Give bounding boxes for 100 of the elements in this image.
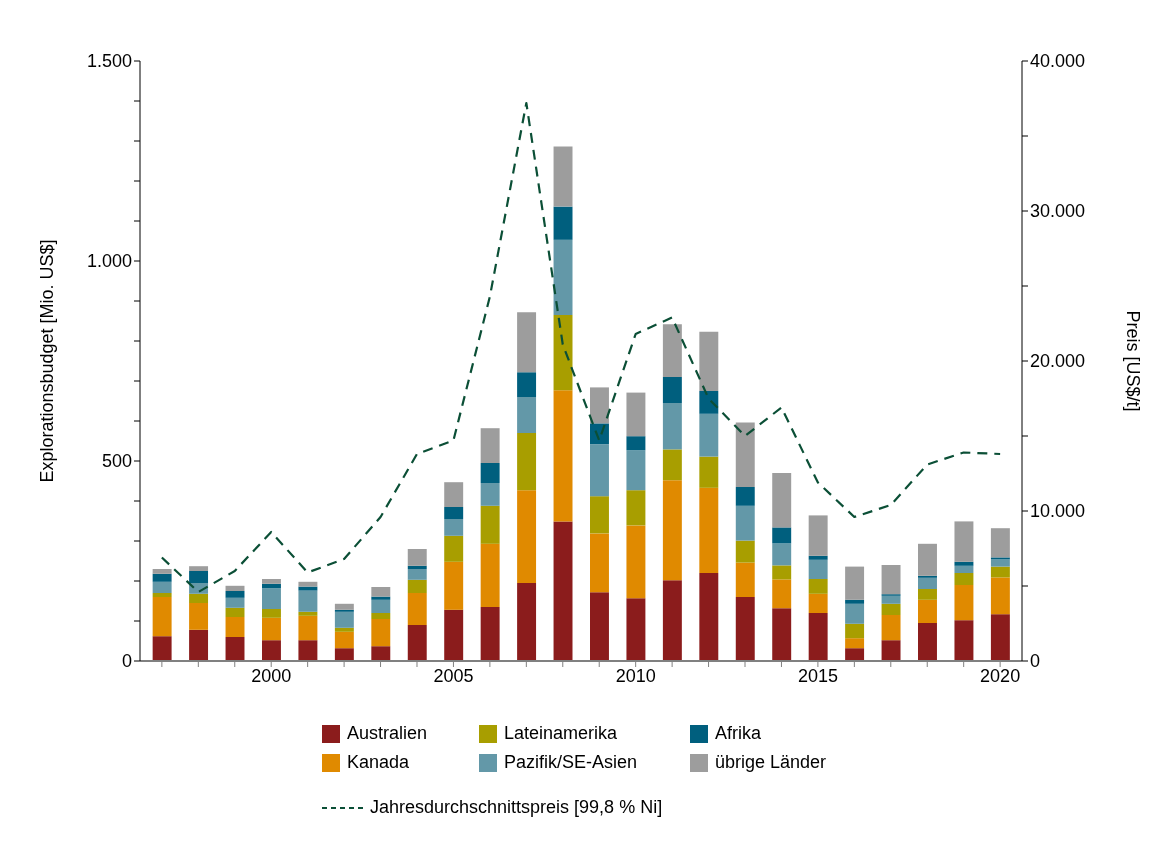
bar xyxy=(626,436,646,451)
bar xyxy=(590,387,609,424)
bar xyxy=(918,577,937,589)
bar xyxy=(881,565,901,595)
bar xyxy=(954,620,974,661)
bar xyxy=(626,598,646,661)
y2-tick-label: 30.000 xyxy=(1030,201,1086,222)
y-tick-label: 500 xyxy=(101,451,132,472)
y2-tick-label: 10.000 xyxy=(1030,501,1086,522)
bar xyxy=(626,490,646,526)
bar xyxy=(517,372,537,397)
bar xyxy=(480,483,500,506)
bar xyxy=(808,559,828,579)
bar xyxy=(881,603,901,615)
bar xyxy=(845,623,865,639)
bar xyxy=(845,648,865,661)
bar xyxy=(662,403,682,450)
bar xyxy=(261,579,281,584)
bar xyxy=(626,450,646,491)
bar xyxy=(772,473,792,528)
bar xyxy=(553,315,573,391)
bar xyxy=(954,573,974,585)
bar xyxy=(225,617,245,637)
bar xyxy=(517,583,537,661)
bar xyxy=(517,490,537,583)
bar xyxy=(261,588,281,609)
bar xyxy=(225,607,245,617)
bar xyxy=(845,603,865,624)
bar xyxy=(444,507,464,519)
bar xyxy=(808,555,828,560)
bar xyxy=(772,565,792,580)
bar xyxy=(298,590,318,612)
bar xyxy=(334,627,354,632)
bar xyxy=(444,535,464,562)
bar xyxy=(152,569,172,574)
bar xyxy=(990,557,1010,560)
bar xyxy=(772,543,792,566)
bar xyxy=(735,562,755,597)
y-axis-title: Explorationsbudget [Mio. US$] xyxy=(37,239,57,483)
bar xyxy=(735,422,755,487)
y-tick-label: 0 xyxy=(121,651,132,672)
legend-label: Pazifik/SE-Asien xyxy=(504,752,638,773)
bar xyxy=(845,599,865,604)
bar xyxy=(298,581,318,587)
bar xyxy=(626,525,646,599)
bar xyxy=(662,580,682,661)
bar xyxy=(517,312,537,373)
bar xyxy=(334,603,354,610)
bar xyxy=(553,521,573,661)
bar xyxy=(334,611,354,628)
bar xyxy=(298,615,318,641)
y-tick-label: 1.500 xyxy=(86,51,132,72)
legend-label: übrige Länder xyxy=(715,752,827,773)
bar xyxy=(334,609,354,612)
bar xyxy=(772,527,792,544)
bar xyxy=(480,607,500,661)
bar xyxy=(553,146,573,207)
bar xyxy=(662,449,682,481)
bar xyxy=(189,593,209,603)
bar xyxy=(517,433,537,491)
bar xyxy=(990,528,1010,558)
bar xyxy=(298,611,318,616)
bar xyxy=(261,583,281,589)
bar xyxy=(590,444,609,497)
bar xyxy=(261,617,281,641)
bar xyxy=(298,586,318,591)
bar xyxy=(990,577,1010,615)
bar xyxy=(990,566,1010,578)
bar xyxy=(480,463,500,483)
bar xyxy=(152,593,172,597)
bar xyxy=(407,569,427,580)
bar xyxy=(808,515,828,556)
bar xyxy=(918,599,937,623)
bar xyxy=(152,597,172,637)
bar xyxy=(662,324,682,377)
bar xyxy=(444,561,464,610)
legend-label: Kanada xyxy=(347,752,410,773)
bar xyxy=(699,413,719,457)
bar xyxy=(590,533,609,593)
y2-axis-title: Preis [US$/t] xyxy=(1123,310,1143,412)
bar xyxy=(662,480,682,581)
legend-label: Jahresdurchschnittspreis [99,8 % Ni] xyxy=(370,797,663,818)
bar xyxy=(990,614,1010,661)
bar xyxy=(735,487,755,506)
bar xyxy=(735,540,755,563)
bar xyxy=(261,609,281,618)
bar xyxy=(954,585,974,621)
bar xyxy=(517,397,537,433)
legend-label: Australien xyxy=(347,723,428,744)
bar xyxy=(407,593,427,625)
x-tick-label: 2015 xyxy=(797,665,838,686)
x-tick-label: 2020 xyxy=(980,665,1021,686)
bar xyxy=(590,592,609,661)
bar xyxy=(371,596,391,600)
bar xyxy=(407,625,427,661)
bar xyxy=(954,565,974,573)
bar xyxy=(152,581,172,593)
bar xyxy=(371,587,391,597)
y-tick-label: 1.000 xyxy=(86,251,132,272)
bar xyxy=(954,561,974,566)
